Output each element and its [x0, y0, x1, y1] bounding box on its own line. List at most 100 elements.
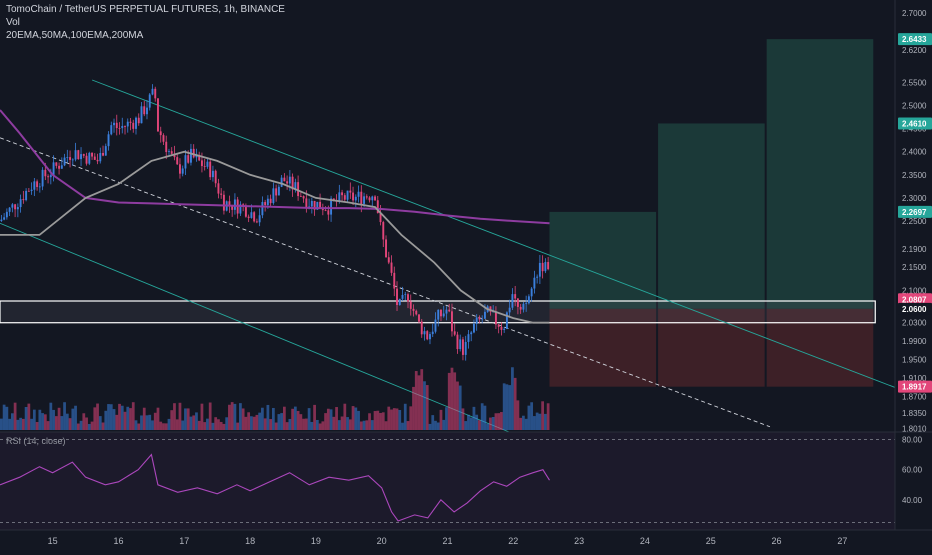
candle-body: [189, 148, 192, 163]
candle-body: [330, 198, 333, 215]
volume-bar: [230, 402, 234, 430]
candle-body: [154, 88, 157, 99]
volume-bar: [151, 420, 154, 430]
candle-body: [159, 131, 162, 136]
candle-body: [99, 152, 102, 162]
candle-body: [412, 308, 415, 311]
candle-body: [467, 334, 470, 342]
candle-body: [352, 192, 355, 201]
candle-body: [437, 309, 440, 320]
volume-bar: [208, 402, 212, 430]
candle-body: [505, 312, 508, 329]
candle-body: [423, 331, 426, 335]
volume-bar: [255, 414, 259, 430]
volume-bar: [420, 369, 424, 430]
candle-body: [426, 331, 429, 340]
candle-body: [511, 294, 514, 308]
price-tick-label: 1.9900: [902, 337, 927, 346]
volume-bar: [288, 418, 292, 430]
volume-bar: [13, 402, 17, 430]
volume-bar: [206, 418, 209, 430]
candle-body: [536, 276, 539, 278]
time-tick-label: 22: [508, 536, 518, 546]
volume-bar: [494, 413, 498, 430]
volume-bar: [123, 411, 127, 430]
candle-body: [527, 296, 530, 304]
volume-bar: [442, 419, 446, 430]
volume-bar: [112, 409, 116, 430]
candle-body: [102, 152, 104, 156]
volume-bar: [250, 416, 253, 430]
time-tick-label: 15: [48, 536, 58, 546]
candle-body: [129, 121, 132, 123]
candle-body: [431, 331, 434, 335]
candle-body: [88, 152, 91, 164]
candle-body: [200, 160, 203, 167]
profit-zone-3: [766, 39, 874, 309]
candle-body: [481, 318, 484, 320]
candle-body: [247, 216, 250, 218]
candle-body: [60, 165, 63, 169]
candle-body: [541, 262, 544, 272]
volume-bar: [247, 412, 251, 430]
volume-bar: [304, 418, 308, 430]
candle-body: [544, 262, 547, 272]
volume-bar: [467, 414, 470, 430]
volume-bar: [370, 420, 374, 430]
candle-body: [319, 201, 322, 209]
rsi-tick-label: 40.00: [902, 496, 923, 505]
volume-bar: [189, 416, 193, 430]
volume-bar: [299, 414, 303, 430]
volume-bar: [266, 404, 270, 430]
candle-body: [143, 106, 146, 115]
candle-body: [374, 196, 376, 201]
candle-body: [288, 176, 291, 184]
volume-bar: [483, 405, 487, 430]
volume-bar: [401, 422, 404, 430]
volume-bar: [414, 371, 418, 430]
volume-bar: [145, 415, 149, 430]
candle-body: [126, 121, 129, 127]
volume-bar: [368, 413, 371, 430]
candle-body: [173, 153, 176, 158]
candle-body: [478, 317, 481, 320]
volume-bar: [140, 415, 143, 430]
volume-bar: [184, 408, 187, 430]
candle-body: [33, 181, 36, 190]
candle-body: [440, 309, 442, 317]
volume-bar: [395, 408, 399, 430]
volume-bar: [46, 421, 50, 430]
volume-bar: [82, 413, 86, 430]
candle-body: [47, 176, 50, 178]
candle-body: [500, 326, 503, 330]
price-tick-label: 2.7000: [902, 9, 927, 18]
volume-bar: [203, 422, 207, 430]
candle-body: [11, 204, 14, 208]
rsi-tick-label: 60.00: [902, 466, 923, 475]
price-tick-label: 1.8350: [902, 409, 927, 418]
candle-body: [489, 306, 492, 312]
candle-body: [404, 294, 407, 296]
candle-body: [49, 175, 52, 178]
candle-body: [93, 156, 96, 160]
candle-body: [453, 331, 456, 335]
candle-body: [52, 162, 55, 176]
volume-bar: [43, 414, 47, 430]
volume-bar: [27, 403, 31, 430]
volume-bar: [428, 423, 432, 430]
volume-bar: [513, 377, 517, 430]
profit-zone-2: [658, 123, 765, 309]
candle-body: [360, 191, 363, 204]
volume-bar: [480, 403, 484, 430]
time-tick-label: 26: [772, 536, 782, 546]
volume-bar: [431, 415, 435, 430]
candle-body: [91, 152, 94, 157]
candle-body: [181, 168, 184, 174]
candle-body: [253, 212, 256, 222]
volume-bar: [469, 417, 473, 430]
volume-bar: [175, 419, 179, 430]
candle-body: [470, 332, 473, 335]
candle-body: [472, 323, 475, 333]
candle-body: [77, 150, 80, 160]
